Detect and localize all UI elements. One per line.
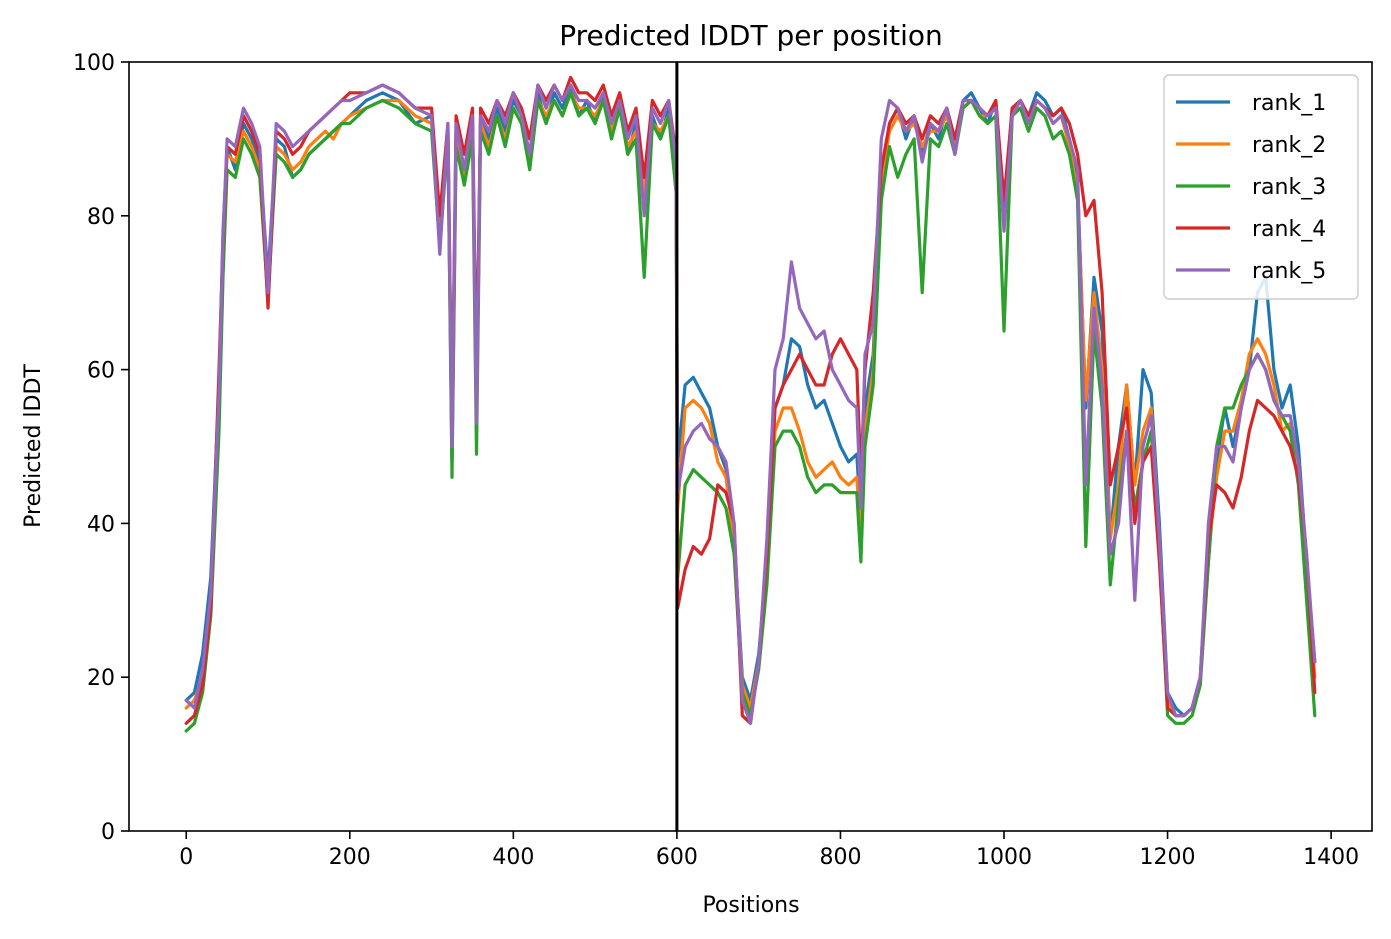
y-axis-label: Predicted lDDT bbox=[21, 364, 46, 528]
x-tick-label: 200 bbox=[329, 845, 371, 870]
x-tick-label: 0 bbox=[179, 845, 193, 870]
x-axis-ticks: 0 200 400 600 800 1000 1200 1400 bbox=[179, 831, 1359, 870]
series-line-rank-2 bbox=[184, 91, 1317, 718]
legend-label: rank_5 bbox=[1252, 259, 1326, 284]
x-tick-label: 1400 bbox=[1303, 845, 1359, 870]
x-tick-label: 600 bbox=[656, 845, 698, 870]
x-axis-label: Positions bbox=[702, 893, 799, 918]
plot-area bbox=[128, 61, 1373, 832]
legend-label: rank_2 bbox=[1252, 133, 1326, 158]
x-tick-label: 1000 bbox=[976, 845, 1032, 870]
series-line-rank-4 bbox=[184, 75, 1317, 725]
y-tick-label: 0 bbox=[101, 820, 115, 845]
y-tick-label: 100 bbox=[73, 51, 115, 76]
plot-frame bbox=[128, 61, 1373, 832]
y-tick-label: 80 bbox=[87, 205, 115, 230]
x-tick-label: 400 bbox=[492, 845, 534, 870]
series-group bbox=[184, 75, 1317, 733]
y-tick-label: 40 bbox=[87, 512, 115, 537]
legend-label: rank_4 bbox=[1252, 217, 1326, 242]
legend: rank_1 rank_2 rank_3 rank_4 rank_5 bbox=[1163, 74, 1359, 300]
y-tick-label: 20 bbox=[87, 666, 115, 691]
legend-box bbox=[1163, 74, 1359, 300]
series-line-rank-3 bbox=[184, 91, 1317, 733]
y-tick-label: 60 bbox=[87, 359, 115, 384]
x-tick-label: 1200 bbox=[1140, 845, 1196, 870]
chart-title: Predicted lDDT per position bbox=[559, 19, 943, 52]
x-tick-label: 800 bbox=[819, 845, 861, 870]
legend-label: rank_1 bbox=[1252, 91, 1326, 116]
series-line-rank-5 bbox=[184, 83, 1317, 725]
series-line-rank-1 bbox=[184, 83, 1317, 718]
y-axis-ticks: 0 20 40 60 80 100 bbox=[73, 51, 129, 845]
legend-label: rank_3 bbox=[1252, 175, 1326, 200]
